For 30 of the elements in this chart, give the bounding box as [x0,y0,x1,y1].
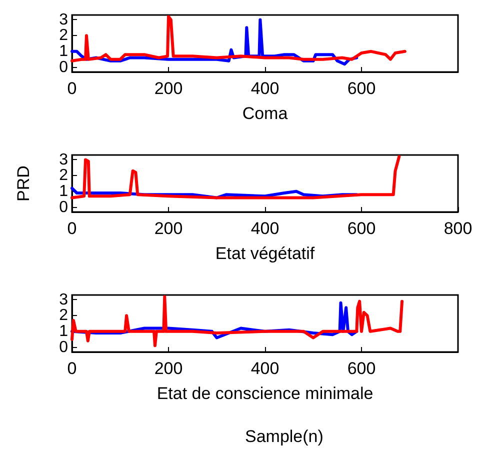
x-tick-label: 600 [347,79,376,98]
y-tick-label: 3 [59,151,68,168]
y-tick-label: 1 [59,182,68,200]
x-tick-label: 400 [250,79,280,98]
line-series [70,295,404,348]
x-axis-title: Etat de conscience minimale [156,384,374,403]
y-tick-label: 0 [59,58,68,76]
x-tick-label: 200 [154,219,183,238]
y-axis-title: PRD [14,166,33,202]
x-axis-title: Coma [242,104,288,123]
y-tick-label: 3 [59,11,68,28]
x-tick-label: 600 [347,359,376,378]
x-tick-label: 400 [250,359,280,378]
x-tick-label: 400 [250,219,280,238]
x-tick-label: 600 [347,219,376,238]
text: Sample(n) [245,427,324,446]
x-axis-title: Etat végétatif [215,244,315,263]
x-tick-label: 200 [154,359,183,378]
y-tick-label: 2 [59,167,68,184]
y-tick-label: 0 [59,198,68,216]
y-tick-label: 1 [59,42,68,60]
line-series [70,15,406,62]
y-tick-label: 2 [59,27,68,44]
y-tick-label: 0 [59,338,68,356]
y-tick-label: 2 [59,307,68,324]
x-tick-label: 800 [444,219,472,238]
y-tick-label: 3 [59,291,68,308]
x-tick-label: 200 [154,79,183,98]
y-tick-label: 1 [59,322,68,340]
line-series [70,155,401,200]
